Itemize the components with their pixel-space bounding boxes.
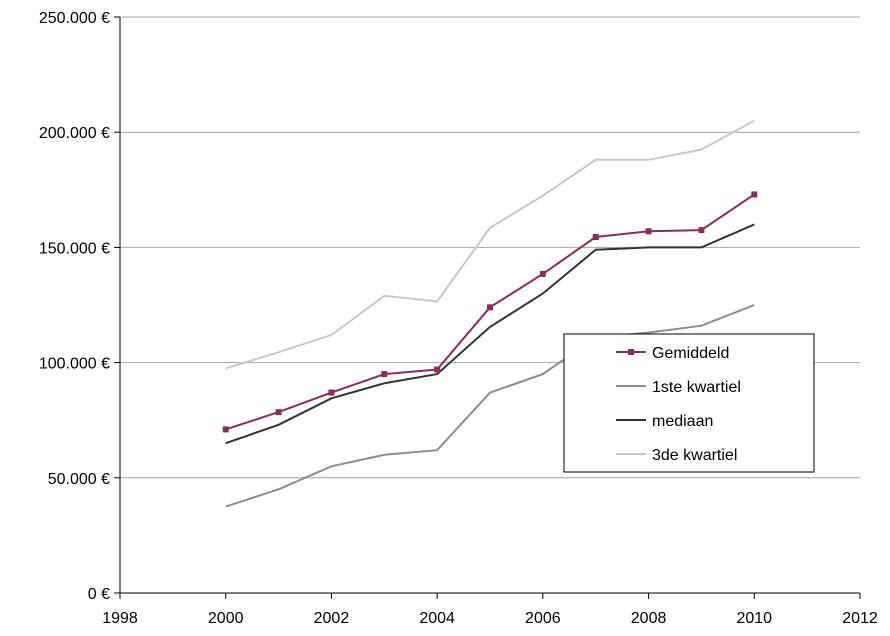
- legend-box: [563, 333, 815, 473]
- y-tick-label: 0 €: [88, 586, 110, 603]
- legend-label-1ste-kwartiel: 1ste kwartiel: [652, 379, 741, 396]
- y-tick-label: 100.000 €: [39, 356, 110, 373]
- x-tick-label: 2004: [419, 610, 455, 627]
- x-tick-label: 2002: [314, 610, 350, 627]
- x-tick-label: 2012: [842, 610, 878, 627]
- x-tick-label: 1998: [102, 610, 138, 627]
- x-tick-label: 2010: [736, 610, 772, 627]
- y-tick-label: 200.000 €: [39, 125, 110, 142]
- data-point: [275, 409, 282, 416]
- data-point: [222, 426, 229, 433]
- legend: Gemiddeld 1ste kwartiel mediaan 3de kwartie…: [563, 333, 815, 473]
- data-point: [592, 234, 599, 241]
- y-tick-label: 150.000 €: [39, 240, 110, 257]
- x-tick-label: 2008: [631, 610, 667, 627]
- legend-label-3de-kwartiel: 3de kwartiel: [652, 447, 737, 464]
- data-point: [487, 304, 493, 311]
- data-point: [434, 366, 441, 373]
- x-tick-label: 2006: [525, 610, 561, 627]
- series-line-1ste-kwartiel: [225, 304, 755, 508]
- data-point: [328, 389, 335, 396]
- series-lines: [222, 119, 758, 508]
- y-tick-label: 50.000 €: [48, 471, 110, 488]
- data-point: [381, 371, 388, 378]
- data-point: [751, 191, 758, 198]
- legend-marker: [628, 349, 634, 355]
- x-tick-label: 2000: [208, 610, 244, 627]
- data-point: [645, 228, 652, 235]
- legend-label-gemiddeld: Gemiddeld: [652, 345, 729, 362]
- y-tick-label: 250.000 €: [39, 10, 110, 27]
- data-point: [698, 227, 705, 234]
- series-line-mediaan: [225, 223, 755, 445]
- series-line-3de-kwartiel: [225, 119, 755, 370]
- legend-label-mediaan: mediaan: [652, 413, 713, 430]
- data-point: [539, 270, 546, 277]
- axes: 0 € 50.000 € 100.000 € 150.000 € 200.000 € 25…: [39, 10, 878, 627]
